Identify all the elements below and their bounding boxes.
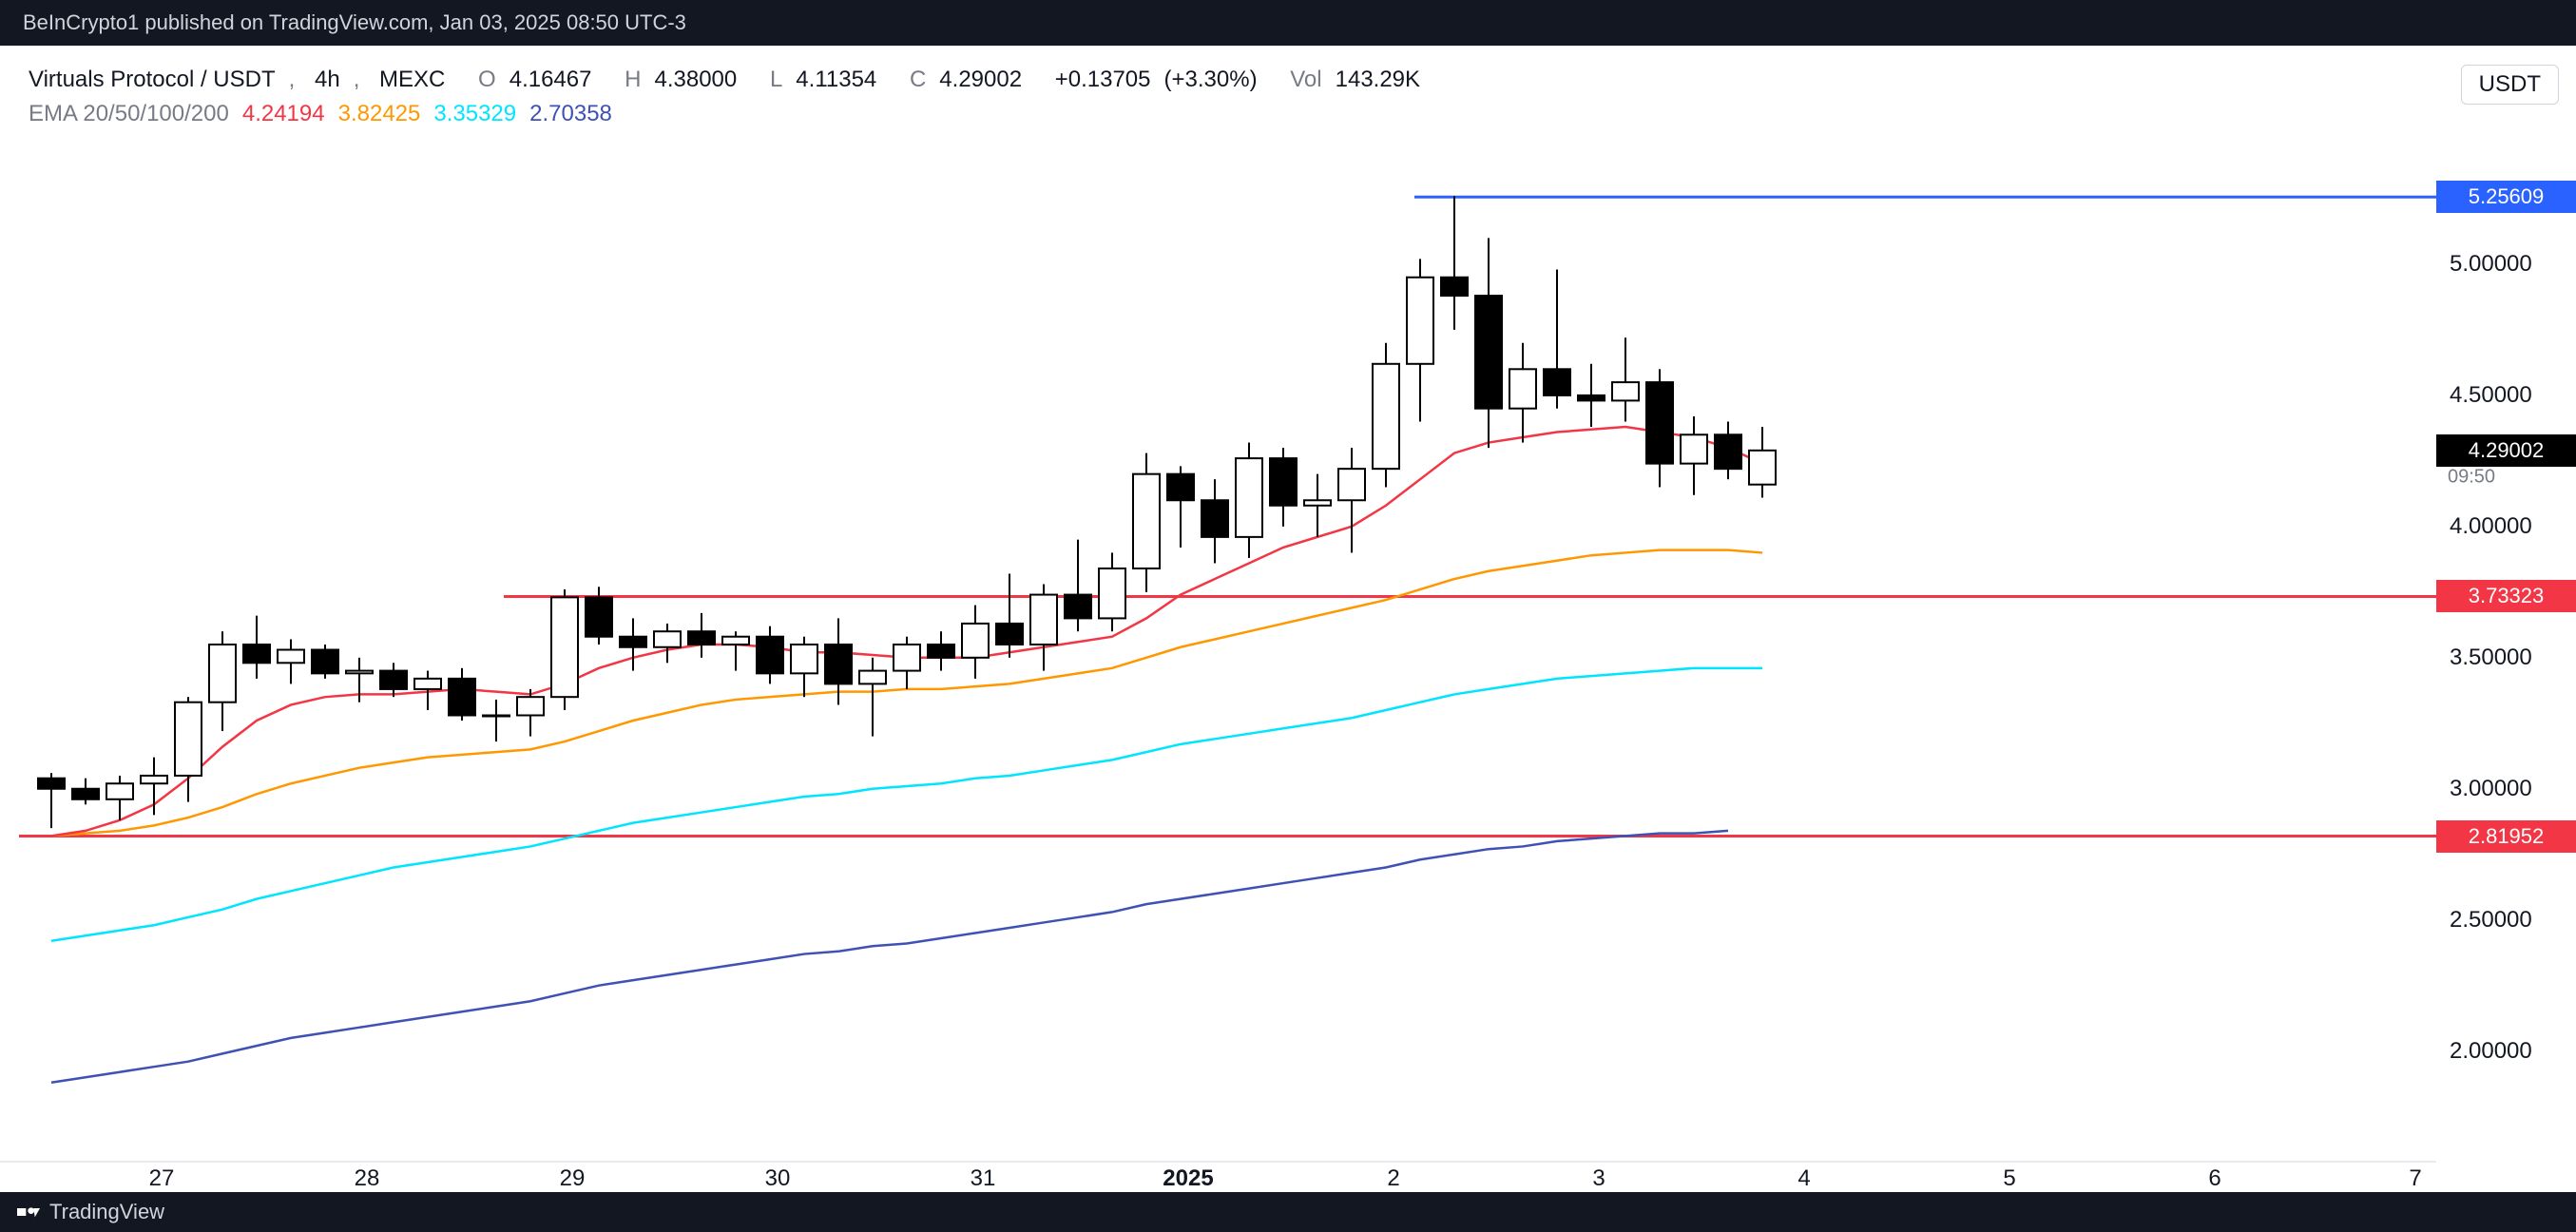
y-tick-label: 4.00000: [2450, 513, 2532, 540]
current-price-tag: 4.29002: [2436, 434, 2576, 467]
publish-info-bar: BeInCrypto1 published on TradingView.com…: [0, 0, 2576, 46]
x-tick-label: 30: [765, 1165, 791, 1192]
tradingview-footer: TradingView: [0, 1192, 2576, 1232]
y-tick-label: 5.00000: [2450, 251, 2532, 278]
x-tick-label: 2: [1387, 1165, 1399, 1192]
y-tick-label: 4.50000: [2450, 382, 2532, 409]
x-tick-label: 3: [1592, 1165, 1605, 1192]
x-tick-label: 6: [2208, 1165, 2220, 1192]
x-tick-label: 29: [560, 1165, 586, 1192]
publish-info-text: BeInCrypto1 published on TradingView.com…: [23, 10, 686, 35]
y-tick-label: 2.00000: [2450, 1038, 2532, 1065]
x-tick-label: 5: [2003, 1165, 2015, 1192]
y-tick-label: 3.00000: [2450, 776, 2532, 802]
price-line-tag: 5.25609: [2436, 181, 2576, 213]
x-tick-label: 2025: [1163, 1165, 1213, 1192]
x-tick-label: 4: [1797, 1165, 1810, 1192]
price-line-tag: 2.81952: [2436, 820, 2576, 853]
x-tick-label: 31: [971, 1165, 996, 1192]
countdown-label: 09:50: [2448, 466, 2495, 488]
x-tick-label: 28: [355, 1165, 380, 1192]
footer-text: TradingView: [49, 1200, 164, 1224]
chart-canvas[interactable]: [0, 46, 2436, 1165]
x-tick-label: 7: [2409, 1165, 2421, 1192]
x-tick-label: 27: [149, 1165, 175, 1192]
tradingview-logo-icon: [17, 1203, 40, 1222]
y-tick-label: 2.50000: [2450, 907, 2532, 934]
y-tick-label: 3.50000: [2450, 645, 2532, 671]
price-line-tag: 3.73323: [2436, 580, 2576, 612]
